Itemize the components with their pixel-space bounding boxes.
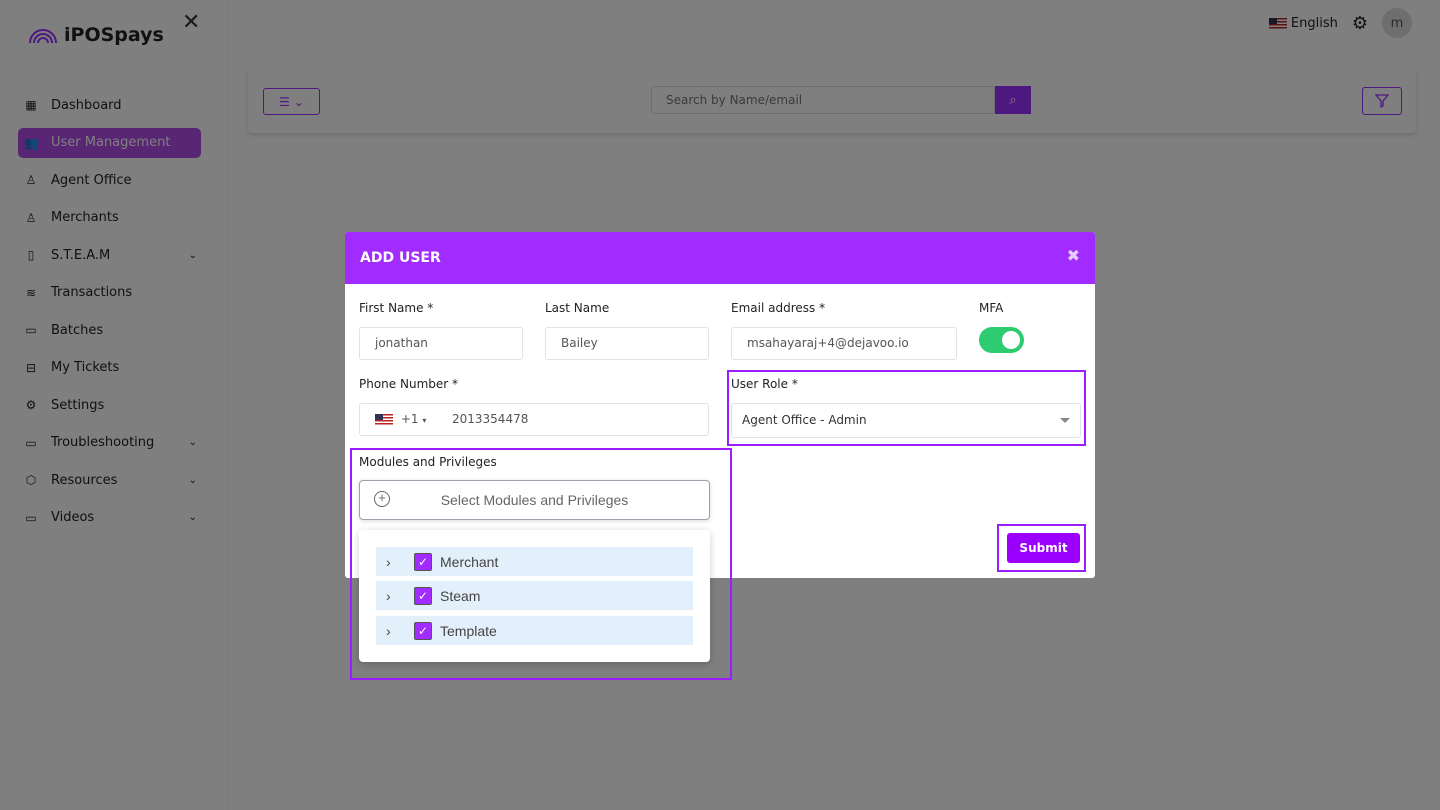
select-modules-button[interactable]: + Select Modules and Privileges bbox=[359, 480, 710, 520]
submit-button[interactable]: Submit bbox=[1007, 533, 1080, 563]
modules-dropdown: › ✓ Merchant › ✓ Steam › ✓ Template bbox=[359, 530, 710, 662]
chevron-right-icon[interactable]: › bbox=[386, 622, 391, 639]
mfa-label: MFA bbox=[979, 301, 1004, 315]
plus-circle-icon: + bbox=[374, 491, 390, 507]
user-role-value: Agent Office - Admin bbox=[742, 413, 867, 427]
modal-title: ADD USER bbox=[360, 250, 441, 266]
checkbox[interactable]: ✓ bbox=[414, 621, 432, 640]
module-item-template[interactable]: › ✓ Template bbox=[376, 616, 693, 645]
phone-label: Phone Number * bbox=[359, 377, 459, 391]
caret-down-icon bbox=[1060, 418, 1070, 428]
add-user-modal: ADD USER ✖ First Name * jonathan Last Nam… bbox=[345, 232, 1095, 578]
close-icon[interactable]: ✖ bbox=[1066, 246, 1080, 265]
phone-number-value: 2013354478 bbox=[452, 412, 529, 426]
select-modules-label: Select Modules and Privileges bbox=[440, 492, 629, 508]
module-label: Steam bbox=[440, 587, 481, 604]
caret-down-icon: ▾ bbox=[422, 416, 427, 425]
email-label: Email address * bbox=[731, 301, 826, 315]
chevron-right-icon[interactable]: › bbox=[386, 587, 391, 604]
email-field[interactable]: msahayaraj+4@dejavoo.io bbox=[731, 327, 957, 360]
highlight-user-role bbox=[727, 370, 1086, 446]
module-label: Template bbox=[440, 622, 497, 639]
module-item-merchant[interactable]: › ✓ Merchant bbox=[376, 547, 693, 576]
module-item-steam[interactable]: › ✓ Steam bbox=[376, 581, 693, 610]
highlight-modules bbox=[350, 448, 732, 680]
user-role-select[interactable]: Agent Office - Admin bbox=[731, 403, 1081, 438]
checkbox[interactable]: ✓ bbox=[414, 552, 432, 571]
us-flag-icon bbox=[375, 414, 393, 425]
first-name-label: First Name * bbox=[359, 301, 434, 315]
first-name-field[interactable]: jonathan bbox=[359, 327, 523, 360]
country-code-selector[interactable]: +1 bbox=[400, 412, 419, 426]
phone-field[interactable]: +1 ▾ 2013354478 bbox=[359, 403, 709, 436]
modal-header: ADD USER ✖ bbox=[345, 232, 1095, 284]
modules-label: Modules and Privileges bbox=[359, 455, 497, 469]
module-label: Merchant bbox=[440, 553, 499, 570]
last-name-label: Last Name bbox=[545, 301, 610, 315]
chevron-right-icon[interactable]: › bbox=[386, 553, 391, 570]
highlight-submit bbox=[997, 524, 1086, 572]
user-role-label: User Role * bbox=[731, 377, 798, 391]
checkbox[interactable]: ✓ bbox=[414, 586, 432, 605]
mfa-toggle[interactable] bbox=[979, 327, 1024, 353]
last-name-field[interactable]: Bailey bbox=[545, 327, 709, 360]
